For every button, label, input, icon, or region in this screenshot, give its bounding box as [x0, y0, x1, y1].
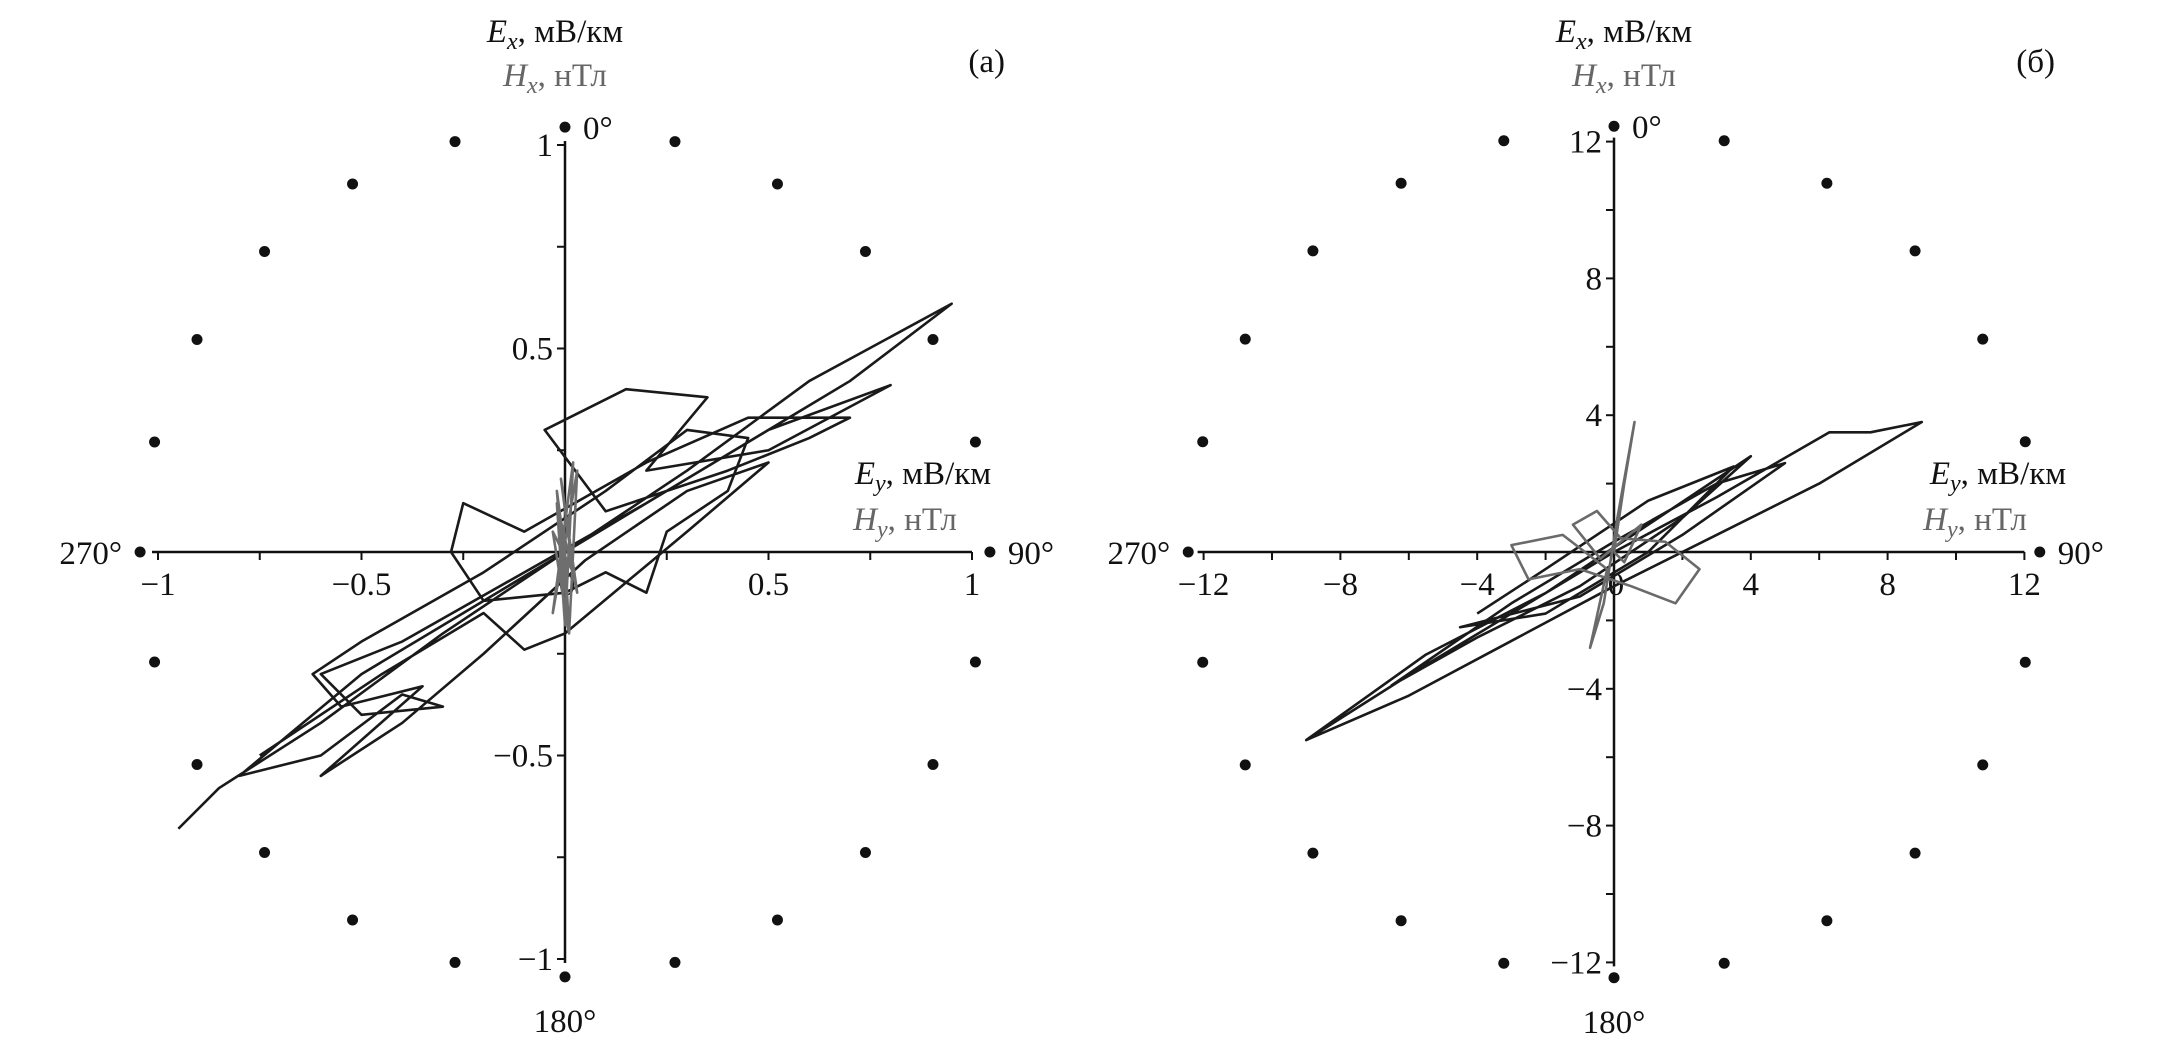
x-tick-label: −12 [1178, 567, 1230, 603]
azimuth-dot [1608, 972, 1620, 984]
y-tick-label: −0.5 [493, 739, 553, 775]
azimuth-dot [1608, 120, 1620, 132]
x-tick-label: 0.5 [748, 567, 789, 603]
azimuth-label-90: 90° [1008, 536, 1054, 572]
azimuth-dot [2034, 546, 2046, 558]
azimuth-dot [859, 246, 871, 258]
azimuth-dot [1718, 957, 1730, 969]
azimuth-dot [134, 546, 146, 558]
x-tick-label: 8 [1879, 567, 1896, 603]
azimuth-dot [1197, 656, 1209, 668]
azimuth-dot [771, 914, 783, 926]
azimuth-dot [1197, 436, 1209, 448]
x-tick-label: 12 [2008, 567, 2041, 603]
azimuth-dot [969, 656, 981, 668]
azimuth-dot [559, 971, 571, 983]
azimuth-dot [191, 758, 203, 770]
x-axis-label-h: Hy, нТл [1922, 502, 2027, 543]
azimuth-dot [669, 136, 681, 148]
azimuth-dot [1395, 915, 1407, 927]
azimuth-dot [1182, 546, 1194, 558]
x-tick-label: −4 [1460, 567, 1495, 603]
azimuth-label-0: 0° [583, 111, 613, 147]
y-tick-label: −12 [1550, 945, 1602, 981]
azimuth-dot [347, 178, 359, 190]
azimuth-dot [2019, 436, 2031, 448]
azimuth-dot [149, 656, 161, 668]
y-tick-label: 1 [537, 128, 554, 164]
y-tick-label: −4 [1567, 672, 1602, 708]
x-tick-label: 4 [1743, 567, 1760, 603]
x-tick-label: −0.5 [332, 567, 392, 603]
azimuth-label-180: 180° [534, 1004, 597, 1040]
azimuth-label-180: 180° [1583, 1005, 1646, 1041]
series-h-trajectory [551, 461, 579, 635]
azimuth-dot [191, 334, 203, 346]
y-axis-label-h: Hx, нТл [1571, 58, 1676, 99]
y-tick-label: 8 [1586, 261, 1603, 297]
y-tick-label: −1 [518, 942, 553, 978]
y-tick-label: 0.5 [512, 332, 553, 368]
azimuth-dot [259, 846, 271, 858]
y-axis-label-h: Hx, нТл [502, 58, 607, 99]
azimuth-dot [149, 436, 161, 448]
y-tick-label: −8 [1567, 809, 1602, 845]
azimuth-label-270: 270° [59, 536, 122, 572]
series-e-trajectory [1304, 420, 1924, 742]
azimuth-dot [859, 846, 871, 858]
x-tick-label: 1 [964, 567, 981, 603]
azimuth-dot [669, 956, 681, 968]
azimuth-dot [1718, 135, 1730, 147]
azimuth-dot [1909, 847, 1921, 859]
x-tick-label: −1 [140, 567, 175, 603]
azimuth-dot [1307, 847, 1319, 859]
panel-a: −1 −0.5 0 0.5 1−1−0.50.51 0°90°180°270°Ex, мВ… [59, 14, 1054, 1040]
azimuth-label-0: 0° [1632, 110, 1662, 146]
azimuth-dot [969, 436, 981, 448]
azimuth-dot [1977, 759, 1989, 771]
series-e-trajectory [177, 302, 953, 830]
azimuth-dot [927, 758, 939, 770]
azimuth-label-270: 270° [1108, 536, 1171, 572]
x-tick-label: −8 [1323, 567, 1358, 603]
azimuth-dot [1239, 759, 1251, 771]
x-axis-label-e: Ey, мВ/км [1929, 456, 2066, 497]
azimuth-dot [1498, 957, 1510, 969]
azimuth-dot [1821, 915, 1833, 927]
azimuth-dot [984, 546, 996, 558]
azimuth-dot [1821, 177, 1833, 189]
y-tick-label: 4 [1586, 398, 1603, 434]
azimuth-label-90: 90° [2058, 536, 2104, 572]
azimuth-dot [1498, 135, 1510, 147]
azimuth-dot [771, 178, 783, 190]
x-axis-label-h: Hy, нТл [852, 502, 957, 543]
y-axis-label-e: Ex, мВ/км [486, 14, 623, 55]
azimuth-dot [559, 121, 571, 133]
azimuth-dot [449, 136, 461, 148]
azimuth-dot [1909, 245, 1921, 257]
azimuth-dot [449, 956, 461, 968]
azimuth-dot [1977, 333, 1989, 345]
y-tick-label: 12 [1569, 125, 1602, 161]
x-axis-label-e: Ey, мВ/км [854, 456, 991, 497]
y-axis-label-e: Ex, мВ/км [1555, 14, 1692, 55]
azimuth-dot [259, 246, 271, 258]
azimuth-dot [2019, 656, 2031, 668]
panel-label: (б) [2016, 44, 2055, 80]
azimuth-dot [927, 334, 939, 346]
azimuth-dot [1307, 245, 1319, 257]
azimuth-dot [347, 914, 359, 926]
azimuth-dot [1239, 333, 1251, 345]
azimuth-dot [1395, 177, 1407, 189]
series-h-trajectory [1510, 420, 1701, 650]
panel-label: (а) [968, 44, 1005, 80]
